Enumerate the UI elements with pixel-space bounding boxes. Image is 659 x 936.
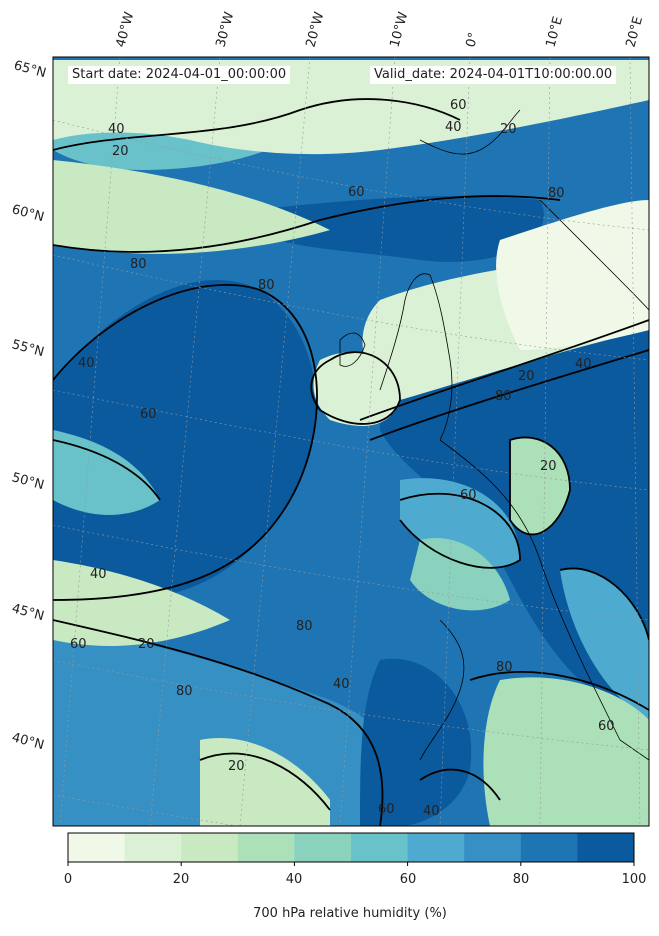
contour-label: 20 bbox=[138, 637, 155, 652]
contour-line bbox=[53, 439, 161, 501]
coastline bbox=[379, 273, 453, 441]
contour-label: 20 bbox=[228, 759, 245, 774]
contour-label: 80 bbox=[548, 186, 565, 201]
contour-line bbox=[369, 349, 649, 441]
graticule-line bbox=[59, 57, 121, 826]
contour-label: 80 bbox=[258, 278, 275, 293]
contour-label: 60 bbox=[378, 802, 395, 817]
contour-label: 60 bbox=[460, 488, 477, 503]
colorbar-tick: 80 bbox=[512, 872, 530, 887]
contour-line bbox=[399, 492, 521, 569]
contour-line bbox=[53, 195, 561, 253]
humidity-field: 20 40 60 80 60 40 20 80 60 40 80 20 40 6… bbox=[53, 57, 649, 826]
graticule-line bbox=[629, 57, 641, 826]
colorbar-tick: 0 bbox=[63, 872, 73, 887]
colorbar-bin bbox=[520, 833, 578, 862]
contour-label: 40 bbox=[423, 804, 440, 819]
colorbar-bin bbox=[181, 833, 239, 862]
colorbar-frame bbox=[67, 832, 635, 863]
dry-region bbox=[53, 560, 230, 646]
contour-label: 20 bbox=[500, 122, 517, 137]
contour-label: 20 bbox=[540, 459, 557, 474]
graticule bbox=[53, 57, 649, 826]
moist-region bbox=[53, 280, 317, 600]
contour-label: 40 bbox=[333, 677, 350, 692]
graticule-line bbox=[239, 57, 311, 826]
contour-line bbox=[359, 319, 649, 421]
colorbar-bin bbox=[351, 833, 409, 862]
colorbar-bin bbox=[237, 833, 295, 862]
dry-region bbox=[200, 738, 330, 826]
colorbar-tick: 60 bbox=[399, 872, 417, 887]
contour-label: 20 bbox=[518, 369, 535, 384]
graticule-line bbox=[149, 57, 221, 826]
colorbar-bin bbox=[68, 833, 126, 862]
contour-line bbox=[509, 436, 571, 536]
contour-label: 40 bbox=[78, 356, 95, 371]
colorbar-label: 700 hPa relative humidity (%) bbox=[253, 906, 447, 921]
graticule-line bbox=[539, 57, 551, 826]
dry-region bbox=[313, 352, 400, 426]
contour-label: 80 bbox=[176, 684, 193, 699]
colorbar-bin bbox=[464, 833, 522, 862]
contour-label: 80 bbox=[496, 660, 513, 675]
contour-label: 60 bbox=[450, 98, 467, 113]
graticule-line bbox=[439, 57, 471, 826]
moist-region bbox=[250, 195, 544, 262]
contour-label: 80 bbox=[495, 389, 512, 404]
contour-label: 80 bbox=[296, 619, 313, 634]
dry-region bbox=[53, 160, 330, 254]
coastline bbox=[419, 109, 521, 155]
dry-region bbox=[410, 538, 510, 611]
contour-labels: 20 40 60 80 60 40 20 80 60 40 80 20 40 6… bbox=[70, 98, 615, 819]
contour-label: 80 bbox=[130, 257, 147, 272]
contour-line bbox=[53, 98, 461, 151]
contour-line bbox=[469, 671, 649, 711]
contour-label: 40 bbox=[90, 567, 107, 582]
contour-label: 60 bbox=[140, 407, 157, 422]
dry-region bbox=[510, 437, 570, 535]
colorbar bbox=[67, 832, 635, 866]
graticule-line bbox=[53, 254, 649, 361]
graticule-line bbox=[53, 119, 649, 231]
contour-label: 60 bbox=[70, 637, 87, 652]
coastline bbox=[419, 619, 465, 761]
graticule-line bbox=[53, 659, 649, 751]
coastlines bbox=[339, 109, 649, 761]
contour-line bbox=[53, 619, 384, 826]
start-date-label: Start date: 2024-04-01_00:00:00 bbox=[68, 66, 291, 84]
colorbar-bin bbox=[124, 833, 182, 862]
contour-label: 40 bbox=[108, 122, 125, 137]
contour-label: 60 bbox=[598, 719, 615, 734]
contour-line bbox=[199, 752, 331, 811]
valid-date-label: Valid_date: 2024-04-01T10:00:00.00 bbox=[370, 66, 617, 84]
contour-label: 20 bbox=[112, 144, 129, 159]
colorbar-tick: 100 bbox=[621, 872, 647, 887]
map-frame bbox=[52, 56, 650, 827]
contour-line bbox=[53, 283, 318, 601]
moist-region bbox=[360, 658, 472, 826]
colorbar-bin bbox=[407, 833, 465, 862]
contour-label: 60 bbox=[348, 185, 365, 200]
colorbar-tick: 40 bbox=[285, 872, 303, 887]
moist-region bbox=[53, 620, 406, 826]
colorbar-tick: 20 bbox=[172, 872, 190, 887]
contour-lines bbox=[53, 98, 649, 826]
coastline bbox=[339, 332, 366, 367]
coastline bbox=[539, 199, 649, 311]
contour-label: 40 bbox=[445, 120, 462, 135]
contour-line bbox=[559, 567, 649, 641]
graticule-line bbox=[53, 389, 649, 491]
mid-region bbox=[53, 430, 160, 515]
moist-region bbox=[560, 568, 649, 720]
graticule-line bbox=[339, 57, 396, 826]
contour-line bbox=[419, 768, 501, 801]
contour-label: 40 bbox=[575, 357, 592, 372]
colorbar-bin bbox=[577, 833, 635, 862]
colorbar-bin bbox=[294, 833, 352, 862]
dry-region bbox=[496, 200, 649, 350]
coastline bbox=[439, 439, 649, 761]
